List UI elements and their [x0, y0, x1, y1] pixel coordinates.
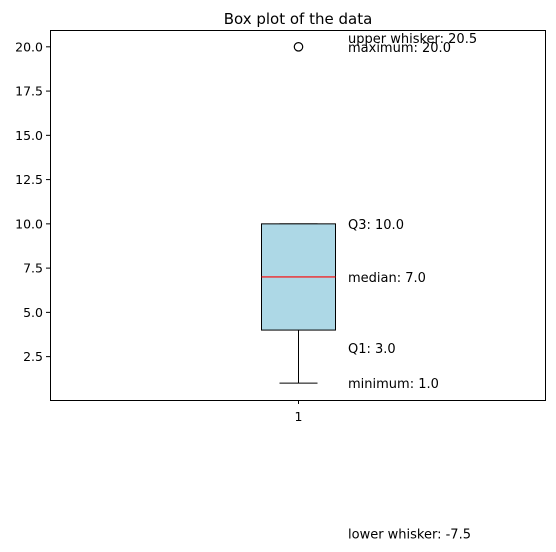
y-axis: 2.5 5.0 7.5 10.0 12.5 15.0 17.5 20.0 [15, 39, 50, 364]
x-axis: 1 [295, 400, 303, 424]
annotation-label: median: 7.0 [348, 271, 426, 286]
y-tick-label: 5.0 [23, 305, 43, 320]
y-tick-label: 15.0 [15, 128, 43, 143]
x-tick-label: 1 [295, 409, 303, 424]
y-tick-label: 10.0 [15, 216, 43, 231]
y-tick-label: 12.5 [15, 172, 43, 187]
y-tick-label: 2.5 [23, 349, 43, 364]
outlier-point [293, 42, 304, 52]
annotation-label: Q1: 3.0 [348, 342, 396, 357]
annotation-label: Q3: 10.0 [348, 218, 404, 233]
annotation-label: maximum: 20.0 [348, 41, 451, 56]
annotation-label: upper whisker: 20.5 [348, 32, 477, 47]
annotation-label: minimum: 1.0 [348, 377, 439, 392]
y-tick-label: 20.0 [15, 39, 43, 54]
y-tick-label: 7.5 [23, 261, 43, 276]
chart-title: Box plot of the data [224, 10, 373, 28]
y-tick-label: 17.5 [15, 84, 43, 99]
annotation-label: lower whisker: -7.5 [348, 528, 471, 543]
box-series [261, 42, 336, 384]
